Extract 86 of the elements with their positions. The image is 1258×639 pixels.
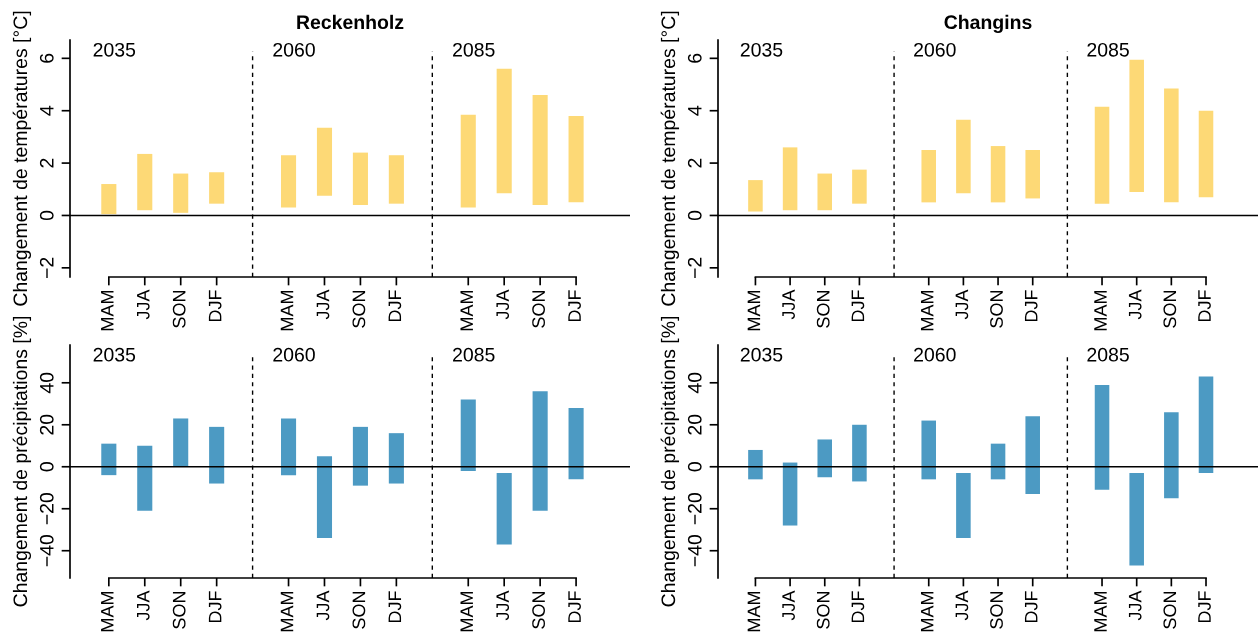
x-tick-label: SON (352, 591, 366, 629)
chart-title: Reckenholz (297, 14, 404, 30)
y-tick-label: 20 (39, 414, 54, 435)
y-tick-label: 40 (39, 372, 54, 394)
x-tick-label: SON (352, 290, 366, 328)
x-tick-label: MAM (1094, 591, 1107, 632)
x-tick-label: SON (816, 591, 830, 629)
x-tick-label: SON (1163, 591, 1177, 629)
x-tick-label: JJA (496, 289, 510, 320)
x-tick-label: JJA (496, 590, 510, 621)
x-tick-label: DJF (388, 290, 402, 322)
y-tick-label: 0 (39, 462, 54, 472)
x-tick-label: MAM (920, 591, 934, 632)
x-tick-label: SON (816, 290, 830, 328)
annotation: 2035 (740, 347, 783, 362)
annotation: 2085 (1087, 42, 1129, 57)
x-tick-label: MAM (920, 290, 934, 331)
y-tick-label: −20 (39, 493, 54, 525)
annotation: 2060 (914, 42, 956, 57)
y-tick-label: −40 (687, 534, 702, 567)
x-tick-label: JJA (1128, 289, 1142, 320)
y-tick-label: −2 (39, 257, 54, 278)
y-tick-label: 4 (688, 105, 702, 116)
x-tick-label: JJA (955, 289, 969, 320)
x-tick-label: JJA (316, 590, 330, 621)
y-axis-title: Changement de précipitations [%] (12, 316, 32, 607)
x-tick-label: DJF (851, 290, 865, 322)
y-tick-label: 2 (39, 158, 54, 168)
annotation: 2085 (1087, 347, 1129, 362)
x-tick-label: SON (172, 290, 186, 328)
x-tick-label: SON (990, 290, 1003, 328)
x-tick-label: DJF (851, 591, 865, 623)
x-tick-label: JJA (782, 590, 795, 621)
y-tick-label: 0 (687, 210, 702, 221)
x-tick-label: DJF (1024, 290, 1038, 322)
x-tick-label: MAM (747, 591, 761, 632)
x-tick-label: DJF (208, 290, 222, 322)
y-tick-label: −40 (39, 534, 54, 567)
y-tick-label: 0 (39, 210, 54, 221)
y-tick-label: 4 (40, 105, 54, 116)
x-tick-label: MAM (460, 290, 473, 331)
annotation: 2035 (93, 347, 136, 362)
y-tick-label: 6 (39, 53, 54, 63)
x-tick-label: MAM (101, 290, 114, 331)
y-tick-label: −20 (687, 493, 702, 525)
x-tick-label: JJA (955, 590, 969, 621)
annotation: 2060 (273, 42, 315, 57)
x-tick-label: SON (532, 591, 545, 629)
x-tick-label: MAM (280, 591, 294, 632)
x-tick-label: JJA (137, 590, 150, 621)
x-tick-label: JJA (316, 289, 330, 320)
x-tick-label: JJA (1128, 590, 1142, 621)
x-tick-label: DJF (1024, 591, 1038, 623)
y-tick-label: −2 (687, 257, 702, 278)
y-tick-label: 6 (687, 53, 702, 63)
chart-title: Changins (944, 14, 1032, 34)
annotation: 2035 (740, 42, 783, 57)
y-tick-label: 2 (687, 158, 702, 168)
y-tick-label: 20 (687, 414, 702, 435)
x-tick-label: MAM (280, 290, 294, 331)
x-tick-label: JJA (137, 289, 150, 320)
x-tick-label: MAM (460, 591, 473, 632)
annotation: 2085 (453, 42, 495, 57)
x-tick-label: DJF (388, 591, 402, 623)
annotation: 2035 (93, 42, 136, 57)
x-tick-label: DJF (568, 290, 581, 322)
x-tick-label: DJF (1198, 591, 1211, 623)
x-tick-label: MAM (747, 290, 761, 331)
x-tick-label: MAM (101, 591, 114, 632)
y-axis-title: Changement de températures [°C] (12, 11, 32, 306)
x-tick-label: DJF (568, 591, 581, 623)
x-tick-label: SON (1163, 290, 1177, 328)
x-tick-label: SON (172, 591, 186, 629)
y-axis-title: Changement de températures [°C] (660, 11, 680, 306)
x-tick-label: SON (990, 591, 1003, 629)
x-tick-label: MAM (1094, 290, 1107, 331)
annotation: 2060 (273, 347, 315, 362)
annotation: 2085 (453, 347, 495, 362)
x-tick-label: SON (532, 290, 545, 328)
y-axis-title: Changement de précipitations [%] (660, 316, 680, 607)
y-tick-label: 40 (687, 372, 702, 394)
x-tick-label: DJF (208, 591, 222, 623)
x-tick-label: DJF (1198, 290, 1211, 322)
y-tick-label: 0 (687, 462, 702, 472)
annotation: 2060 (914, 347, 956, 362)
x-tick-label: JJA (782, 289, 795, 320)
